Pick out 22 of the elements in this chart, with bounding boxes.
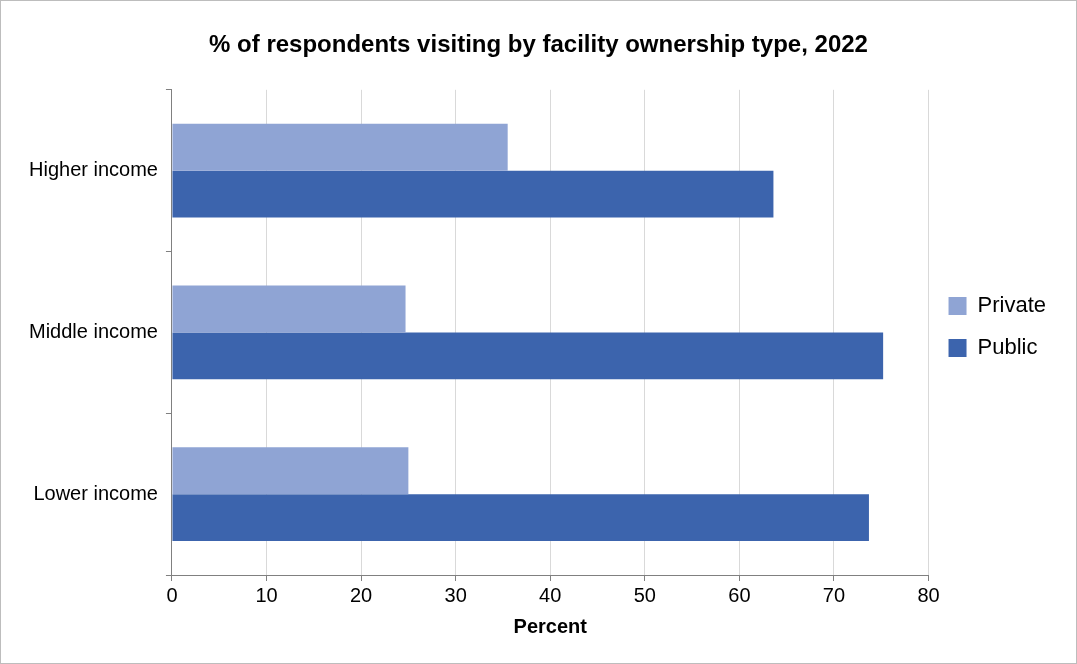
x-tick-label: 30 [444, 583, 467, 606]
bar [172, 494, 869, 542]
bar [172, 285, 406, 333]
x-tick-label: 50 [633, 583, 656, 606]
x-tick-label: 0 [166, 583, 178, 606]
y-tick-label: Middle income [28, 319, 158, 342]
x-tick-label: 20 [349, 583, 373, 606]
bar [172, 170, 774, 218]
chart-title: % of respondents visiting by facility ownership type, 2022 [209, 30, 868, 58]
x-tick-label: 80 [917, 583, 940, 606]
y-tick-label: Lower income [33, 481, 158, 504]
x-tick-label: 40 [539, 583, 562, 606]
legend-label: Private [977, 292, 1047, 318]
x-tick-label: 70 [822, 583, 846, 606]
y-tick-label: Higher income [28, 158, 158, 181]
x-tick-label: 10 [255, 583, 278, 606]
x-tick-label: 60 [728, 583, 751, 606]
legend-label: Public [977, 334, 1038, 360]
bar [172, 332, 884, 380]
x-axis-title: Percent [513, 614, 588, 637]
bar [172, 123, 508, 171]
bar [172, 447, 409, 495]
